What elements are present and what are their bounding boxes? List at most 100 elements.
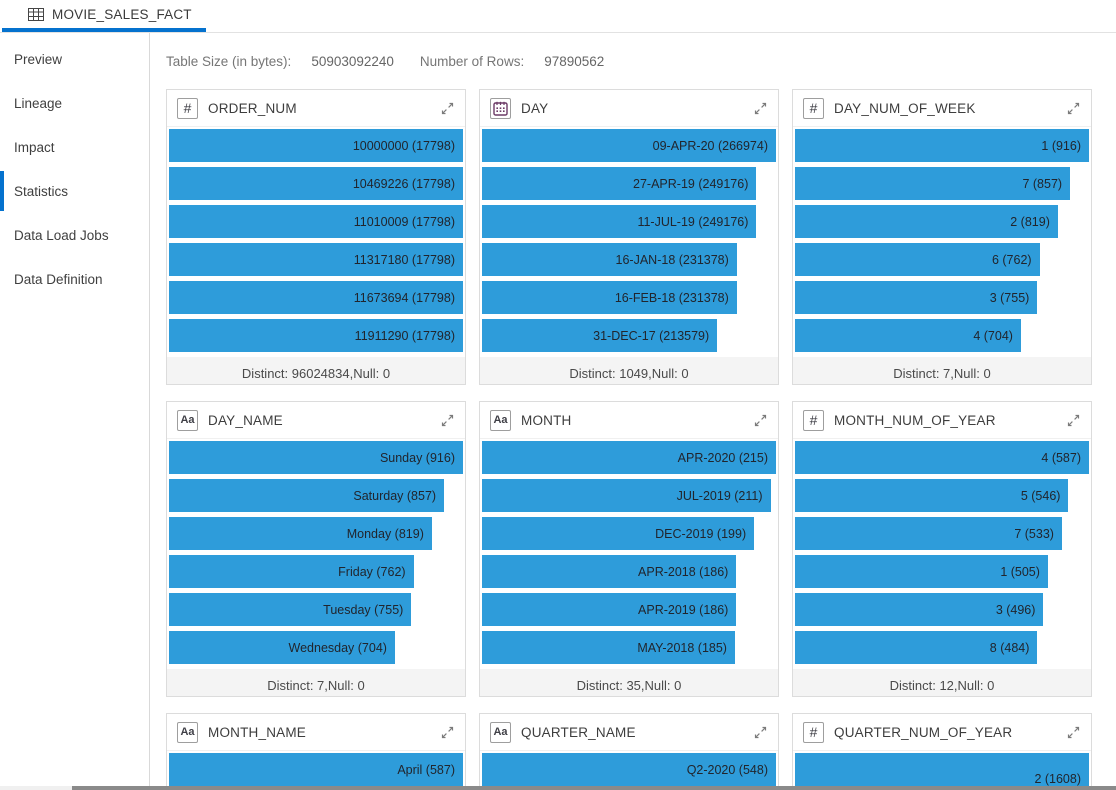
table-size-label: Table Size (in bytes): xyxy=(166,53,292,69)
expand-icon[interactable] xyxy=(440,101,455,116)
column-name: QUARTER_NAME xyxy=(521,724,636,740)
expand-icon[interactable] xyxy=(1066,725,1081,740)
column-name: QUARTER_NUM_OF_YEAR xyxy=(834,724,1013,740)
distinct-null-summary: Distinct: 35,Null: 0 xyxy=(480,669,778,696)
table-size-value: 50903092240 xyxy=(311,53,394,69)
value-bar-label: DEC-2019 (199) xyxy=(655,526,747,541)
distinct-null-summary: Distinct: 1049,Null: 0 xyxy=(480,357,778,384)
top-values-chart: Sunday (916) Saturday (857) Monday (819) Fr… xyxy=(167,439,465,669)
sidebar-item-impact[interactable]: Impact xyxy=(14,139,55,155)
sidebar-item-data-definition[interactable]: Data Definition xyxy=(14,271,103,287)
column-type-icon: # Aa xyxy=(177,409,198,431)
value-bar: MAY-2018 (185) xyxy=(482,631,735,664)
value-bar-row: 4 (704) xyxy=(795,319,1089,352)
expand-icon[interactable] xyxy=(753,725,768,740)
value-bar: 11673694 (17798) xyxy=(169,281,463,314)
value-bar: 31-DEC-17 (213579) xyxy=(482,319,718,352)
sidebar-item-lineage[interactable]: Lineage xyxy=(14,95,63,111)
sidebar-item-preview[interactable]: Preview xyxy=(14,51,63,67)
value-bar-label: APR-2019 (186) xyxy=(638,602,729,617)
value-bar-row: 11-JUL-19 (249176) xyxy=(482,205,776,238)
value-bar-row: 31-DEC-17 (213579) xyxy=(482,319,776,352)
value-bar-label: 4 (587) xyxy=(1041,450,1081,465)
value-bar: 11-JUL-19 (249176) xyxy=(482,205,757,238)
value-bar-row: MAY-2018 (185) xyxy=(482,631,776,664)
column-type-icon: # Aa xyxy=(490,409,511,431)
value-bar-label: 27-APR-19 (249176) xyxy=(633,176,749,191)
value-bar-row: 8 (484) xyxy=(795,631,1089,664)
value-bar-label: 16-JAN-18 (231378) xyxy=(615,252,729,267)
value-bar: 1 (916) xyxy=(795,129,1089,162)
tab-movie-sales-fact[interactable]: MOVIE_SALES_FACT xyxy=(2,0,206,32)
value-bar: 11911290 (17798) xyxy=(169,319,463,352)
sidebar-item-data-load-jobs[interactable]: Data Load Jobs xyxy=(14,227,109,243)
value-bar: 3 (496) xyxy=(795,593,1044,626)
value-bar-label: Wednesday (704) xyxy=(288,640,387,655)
value-bar-label: 2 (819) xyxy=(1010,214,1050,229)
column-name: MONTH xyxy=(521,412,572,428)
value-bar-label: Q2-2020 (548) xyxy=(686,762,768,777)
value-bar-row: 09-APR-20 (266974) xyxy=(482,129,776,162)
value-bar: 27-APR-19 (249176) xyxy=(482,167,757,200)
column-stats-grid: # Aa ORDER_NUM xyxy=(166,89,1116,790)
stats-card-quarter_name: # Aa QUARTER_NAME xyxy=(479,713,779,790)
value-bar: 2 (819) xyxy=(795,205,1058,238)
value-bar-label: Friday (762) xyxy=(338,564,406,579)
table-summary-row: Table Size (in bytes): 50903092240 Numbe… xyxy=(150,33,1116,89)
value-bar-label: 10000000 (17798) xyxy=(352,138,455,153)
expand-icon[interactable] xyxy=(1066,413,1081,428)
number-icon: # xyxy=(809,100,818,116)
sidebar: Preview Lineage Impact Statistics Data Load … xyxy=(0,33,150,790)
value-bar-label: Tuesday (755) xyxy=(323,602,404,617)
number-icon: # xyxy=(809,724,818,740)
expand-icon[interactable] xyxy=(440,725,455,740)
stats-card-month_num_of_year: # Aa MONTH_NUM_OF_YEAR xyxy=(792,401,1092,697)
value-bar-row: 3 (496) xyxy=(795,593,1089,626)
distinct-null-summary: Distinct: 7,Null: 0 xyxy=(793,357,1091,384)
distinct-null-summary: Distinct: 7,Null: 0 xyxy=(167,669,465,696)
expand-icon[interactable] xyxy=(753,101,768,116)
value-bar-label: 7 (857) xyxy=(1022,176,1063,191)
text-icon: Aa xyxy=(493,725,508,738)
value-bar-row: 2 (819) xyxy=(795,205,1089,238)
column-type-icon: # Aa xyxy=(490,97,511,119)
horizontal-scrollbar-thumb[interactable] xyxy=(72,786,1116,790)
value-bar-label: 7 (533) xyxy=(1014,526,1054,541)
value-bar-row: 1 (916) xyxy=(795,129,1089,162)
value-bar-label: 11911290 (17798) xyxy=(354,328,455,343)
value-bar-row: Tuesday (755) xyxy=(169,593,463,626)
value-bar-label: 1 (505) xyxy=(1000,564,1040,579)
value-bar-row: Friday (762) xyxy=(169,555,463,588)
top-values-chart: 10000000 (17798) 10469226 (17798) 11010009… xyxy=(167,127,465,357)
value-bar-row: 6 (762) xyxy=(795,243,1089,276)
value-bar: 10000000 (17798) xyxy=(169,129,463,162)
value-bar-label: Monday (819) xyxy=(346,526,424,541)
sidebar-item-statistics[interactable]: Statistics xyxy=(0,169,149,213)
expand-icon[interactable] xyxy=(753,413,768,428)
value-bar: Tuesday (755) xyxy=(169,593,412,626)
value-bar: 10469226 (17798) xyxy=(169,167,463,200)
value-bar-label: 11317180 (17798) xyxy=(353,252,455,267)
column-name: MONTH_NUM_OF_YEAR xyxy=(834,412,996,428)
value-bar: JUL-2019 (211) xyxy=(482,479,771,512)
value-bar-row: DEC-2019 (199) xyxy=(482,517,776,550)
value-bar: 11317180 (17798) xyxy=(169,243,463,276)
value-bar-row: 27-APR-19 (249176) xyxy=(482,167,776,200)
value-bar: APR-2019 (186) xyxy=(482,593,737,626)
value-bar: April (587) xyxy=(169,753,463,786)
tab-label: MOVIE_SALES_FACT xyxy=(52,6,192,22)
value-bar: 16-FEB-18 (231378) xyxy=(482,281,737,314)
expand-icon[interactable] xyxy=(1066,101,1081,116)
value-bar-row: 10469226 (17798) xyxy=(169,167,463,200)
value-bar: 16-JAN-18 (231378) xyxy=(482,243,737,276)
expand-icon[interactable] xyxy=(440,413,455,428)
value-bar-row: 11317180 (17798) xyxy=(169,243,463,276)
value-bar-row: Saturday (857) xyxy=(169,479,463,512)
value-bar-row: April (587) xyxy=(169,753,463,786)
value-bar-label: 11010009 (17798) xyxy=(353,214,455,229)
value-bar-label: 2 (1608) xyxy=(1034,772,1081,786)
value-bar-row: APR-2019 (186) xyxy=(482,593,776,626)
card-header: # Aa MONTH_NAME xyxy=(167,714,465,751)
horizontal-scrollbar-track[interactable] xyxy=(0,786,1116,790)
value-bar-label: 31-DEC-17 (213579) xyxy=(593,328,710,343)
